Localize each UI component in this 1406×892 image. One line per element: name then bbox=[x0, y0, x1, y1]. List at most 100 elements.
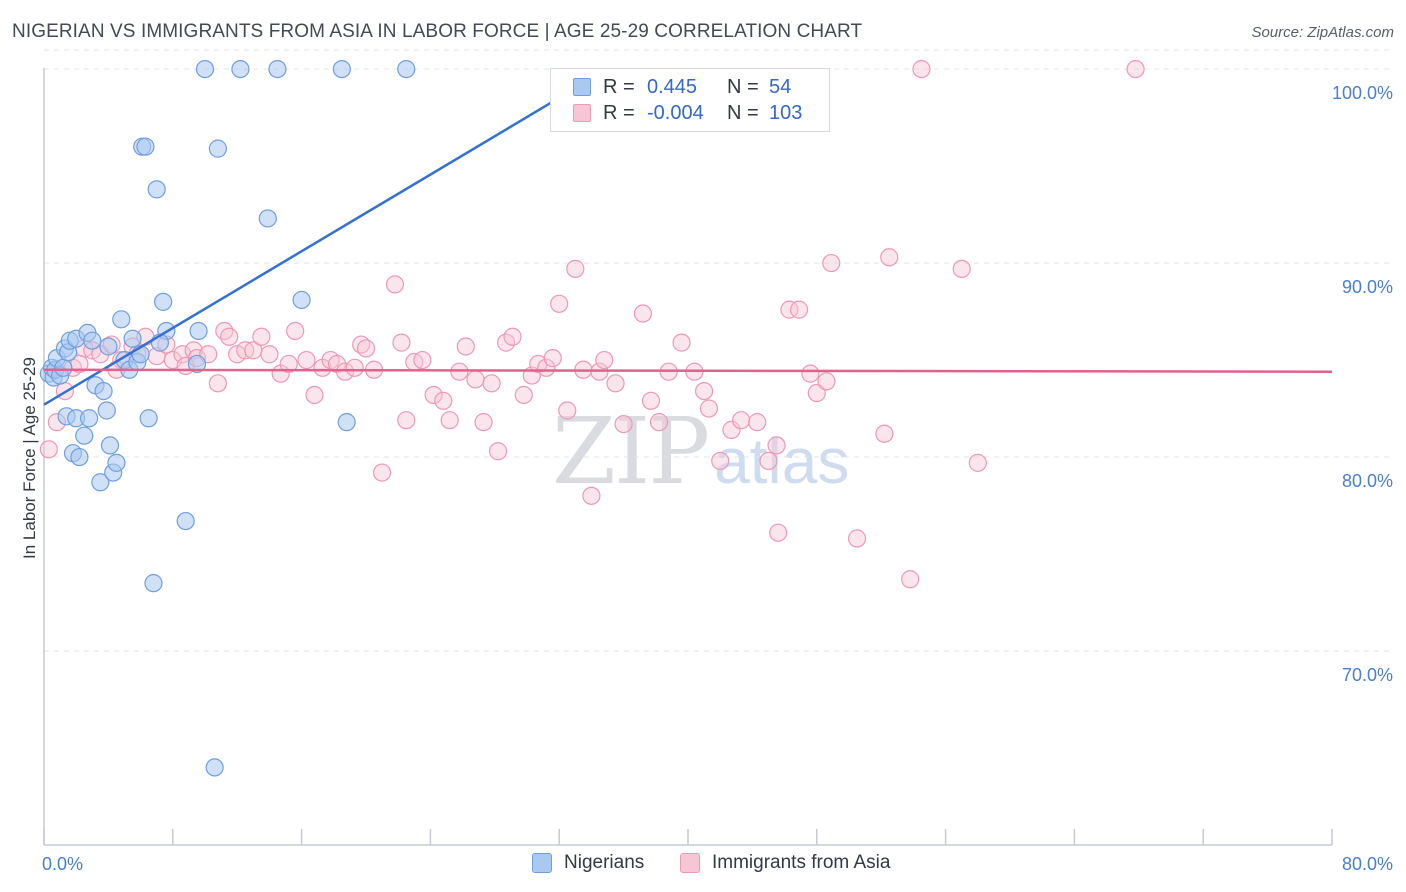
data-point-asia bbox=[440, 411, 459, 430]
source-label: Source: ZipAtlas.com bbox=[1251, 24, 1394, 41]
data-point-asia bbox=[595, 350, 614, 370]
data-point-nigerians bbox=[154, 292, 173, 311]
data-point-asia bbox=[952, 259, 971, 278]
y-axis-label: In Labor Force | Age 25-29 bbox=[20, 357, 39, 559]
x-tick-label: 80.0% bbox=[1342, 854, 1393, 874]
legend-n-value: 54 bbox=[769, 75, 792, 98]
axes bbox=[43, 68, 1332, 846]
data-point-asia bbox=[641, 391, 661, 410]
x-tick-label: 0.0% bbox=[42, 854, 83, 874]
data-point-nigerians bbox=[107, 453, 126, 472]
data-point-asia bbox=[558, 401, 577, 420]
series-nigerians bbox=[39, 59, 416, 777]
data-point-nigerians bbox=[70, 447, 89, 467]
data-point-asia bbox=[694, 381, 714, 401]
series-immigrants-from-asia bbox=[39, 59, 1145, 589]
data-point-nigerians bbox=[75, 426, 94, 445]
data-point-asia bbox=[252, 327, 271, 346]
data-point-nigerians bbox=[187, 354, 207, 374]
data-point-asia bbox=[392, 333, 411, 352]
legend-r-value: -0.004 bbox=[647, 101, 704, 124]
data-point-nigerians bbox=[139, 409, 158, 428]
data-point-asia bbox=[345, 358, 364, 377]
series-legend-nigerians[interactable]: Nigerians bbox=[532, 852, 644, 874]
data-point-asia bbox=[912, 59, 931, 79]
data-point-asia bbox=[373, 463, 392, 482]
data-point-asia bbox=[880, 248, 899, 267]
data-point-nigerians bbox=[292, 290, 311, 310]
data-point-asia bbox=[1126, 59, 1145, 79]
data-point-nigerians bbox=[100, 436, 120, 455]
trend-lines bbox=[43, 68, 1333, 406]
data-point-nigerians bbox=[231, 59, 250, 79]
data-point-asia bbox=[514, 385, 533, 405]
data-point-nigerians bbox=[205, 758, 224, 777]
data-point-nigerians bbox=[136, 137, 155, 156]
y-tick-label: 100.0% bbox=[1332, 83, 1393, 103]
data-point-nigerians bbox=[79, 409, 99, 428]
series-legend-label-asia: Immigrants from Asia bbox=[712, 852, 891, 873]
data-point-asia bbox=[566, 259, 585, 278]
y-tick-label: 70.0% bbox=[1342, 665, 1393, 685]
data-point-asia bbox=[385, 275, 405, 294]
data-point-asia bbox=[780, 300, 799, 319]
data-point-nigerians bbox=[332, 59, 351, 79]
data-point-asia bbox=[901, 570, 920, 589]
data-point-nigerians bbox=[97, 401, 116, 420]
data-point-asia bbox=[482, 374, 501, 393]
data-point-asia bbox=[614, 414, 633, 434]
data-point-asia bbox=[875, 424, 894, 443]
chart-title: NIGERIAN VS IMMIGRANTS FROM ASIA IN LABO… bbox=[12, 21, 863, 42]
data-point-asia bbox=[305, 385, 324, 405]
data-point-asia bbox=[39, 440, 58, 459]
data-point-asia bbox=[208, 374, 227, 393]
series-legend-asia[interactable]: Immigrants from Asia bbox=[680, 852, 890, 874]
legend-n-value: 103 bbox=[769, 101, 803, 124]
x-tick-labels: 0.0% 80.0% bbox=[42, 854, 1393, 874]
legend-r-value: 0.445 bbox=[647, 75, 698, 98]
legend-n-label: N = bbox=[727, 75, 759, 98]
data-point-asia bbox=[672, 333, 691, 352]
series-legend-swatch-asia bbox=[680, 853, 700, 873]
y-tick-label: 80.0% bbox=[1342, 471, 1393, 491]
data-point-asia bbox=[356, 339, 376, 358]
data-point-asia bbox=[397, 411, 416, 430]
y-tick-label: 90.0% bbox=[1342, 277, 1393, 297]
legend-row-asia: R = -0.004 N = 103 bbox=[573, 100, 802, 126]
legend-n-label: N = bbox=[727, 101, 759, 124]
data-point-asia bbox=[769, 523, 788, 542]
y-tick-labels: 70.0% 80.0% 90.0% 100.0% bbox=[1332, 83, 1393, 685]
trend-line-asia bbox=[43, 368, 1333, 373]
data-point-asia bbox=[543, 349, 562, 368]
data-point-asia bbox=[606, 374, 625, 393]
data-point-asia bbox=[456, 337, 475, 356]
data-point-asia bbox=[335, 362, 355, 381]
data-point-asia bbox=[474, 413, 493, 432]
data-point-asia bbox=[711, 451, 730, 471]
data-point-asia bbox=[722, 420, 741, 439]
data-point-nigerians bbox=[268, 59, 287, 79]
data-point-nigerians bbox=[94, 381, 113, 401]
data-point-asia bbox=[488, 442, 508, 461]
data-point-nigerians bbox=[99, 337, 118, 356]
data-point-asia bbox=[550, 294, 569, 313]
data-point-nigerians bbox=[176, 511, 195, 531]
data-point-asia bbox=[582, 486, 601, 505]
data-point-nigerians bbox=[144, 574, 163, 593]
data-point-nigerians bbox=[397, 59, 416, 79]
data-point-asia bbox=[466, 370, 485, 389]
data-point-nigerians bbox=[195, 59, 215, 79]
data-point-asia bbox=[279, 354, 298, 374]
grid-lines bbox=[43, 49, 1392, 845]
correlation-legend: R = 0.445 N = 54 R = -0.004 N = 103 bbox=[550, 68, 830, 132]
data-point-asia bbox=[767, 436, 786, 455]
data-point-asia bbox=[413, 350, 432, 370]
data-point-asia bbox=[759, 451, 778, 471]
data-point-nigerians bbox=[337, 413, 356, 432]
data-point-nigerians bbox=[123, 329, 142, 348]
data-point-asia bbox=[286, 321, 305, 341]
legend-r-label: R = bbox=[603, 101, 635, 124]
legend-swatch-asia bbox=[573, 104, 591, 122]
data-point-asia bbox=[732, 411, 751, 430]
